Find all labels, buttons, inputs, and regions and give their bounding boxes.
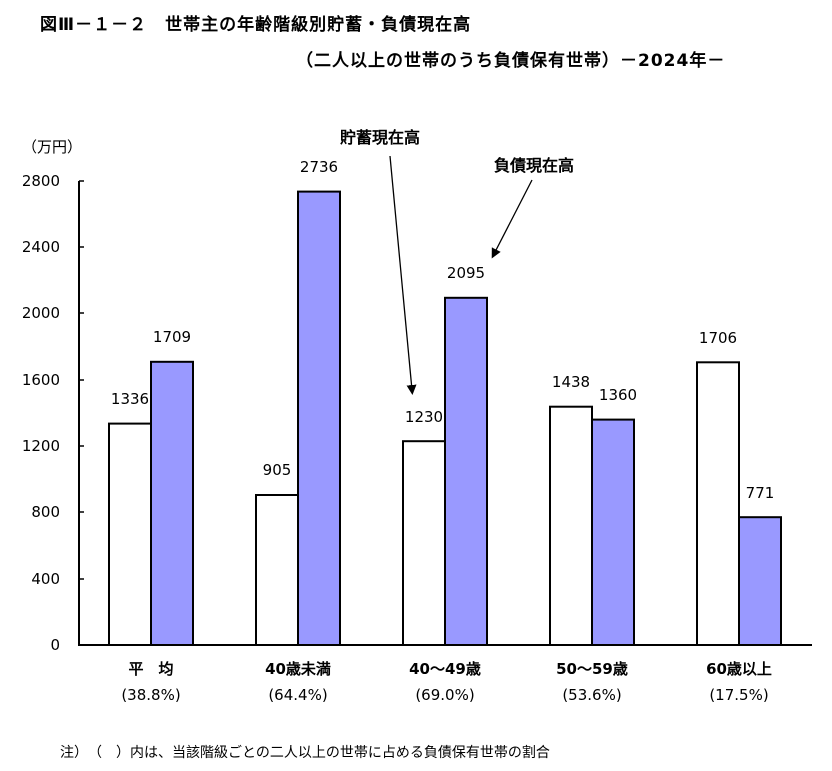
y-tick-0: 0 (50, 636, 60, 654)
category-pct-60plus: (17.5%) (709, 686, 769, 704)
bar-savings-average (108, 422, 152, 646)
value-savings-average: 1336 (110, 390, 150, 408)
value-savings-40s: 1230 (404, 408, 444, 426)
value-savings-under40: 905 (262, 461, 292, 479)
annotation-savings: 貯蓄現在高 (340, 128, 421, 147)
y-tick-2000: 2000 (21, 304, 60, 322)
bars (108, 190, 782, 647)
value-debt-average: 1709 (152, 328, 192, 346)
bar-debt-under40 (297, 190, 341, 646)
category-pct-average: (38.8%) (121, 686, 181, 704)
y-tick-2800: 2800 (21, 172, 60, 190)
value-debt-under40: 2736 (299, 158, 339, 176)
debt-arrow (491, 179, 533, 259)
footnote: 注） （ ）内は、当該階級ごとの二人以上の世帯に占める負債保有世帯の割合 (60, 745, 550, 761)
bar-debt-60plus (738, 516, 782, 647)
category-pct-40s: (69.0%) (415, 686, 475, 704)
category-label-40s: 40～49歳 (409, 660, 481, 678)
value-debt-50s: 1360 (598, 386, 638, 404)
bar-savings-60plus (696, 361, 740, 646)
category-label-average: 平 均 (128, 660, 174, 678)
value-savings-60plus: 1706 (698, 329, 738, 347)
y-tick-400: 400 (31, 570, 60, 588)
category-label-50s: 50～59歳 (556, 660, 628, 678)
category-label-under40: 40歳未満 (265, 660, 331, 678)
category-pct-under40: (64.4%) (268, 686, 328, 704)
bar-debt-40s (444, 296, 488, 646)
chart-subtitle: （二人以上の世帯のうち負債保有世帯）－2024年－ (296, 51, 726, 71)
y-tick-800: 800 (31, 503, 60, 521)
value-debt-60plus: 771 (745, 484, 775, 502)
y-axis-ticks (79, 180, 84, 580)
y-axis-unit: （万円） (22, 138, 83, 156)
category-pct-50s: (53.6%) (562, 686, 622, 704)
bar-savings-under40 (255, 494, 299, 646)
y-tick-1600: 1600 (21, 371, 60, 389)
annotation-debt: 負債現在高 (494, 156, 575, 175)
category-label-60plus: 60歳以上 (706, 660, 772, 678)
y-tick-1200: 1200 (21, 437, 60, 455)
bar-savings-50s (549, 405, 593, 647)
bar-savings-40s (402, 440, 446, 647)
value-debt-40s: 2095 (446, 264, 486, 282)
chart-title: 図Ⅲ－１－２ 世帯主の年齢階級別貯蓄・負債現在高 (40, 15, 472, 35)
savings-arrow (389, 155, 417, 395)
y-tick-2400: 2400 (21, 238, 60, 256)
value-savings-50s: 1438 (551, 373, 591, 391)
bar-debt-50s (591, 418, 635, 646)
